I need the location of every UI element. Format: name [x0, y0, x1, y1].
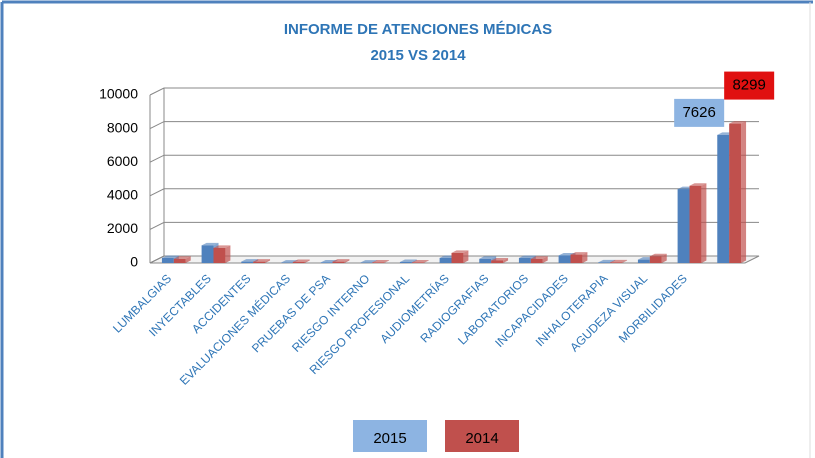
bar	[201, 245, 214, 263]
bar	[689, 185, 702, 263]
bar	[320, 262, 333, 263]
bar-side	[622, 259, 628, 263]
bar-top	[689, 183, 707, 186]
bar-top	[241, 259, 259, 262]
bar	[570, 254, 583, 263]
bar-side	[423, 259, 429, 263]
bar	[173, 258, 186, 263]
bar-top	[598, 259, 616, 263]
y-tick-label: 10000	[99, 86, 138, 102]
bar-top	[518, 255, 536, 258]
grid-line	[149, 87, 759, 96]
bar-side	[384, 259, 390, 263]
bar	[491, 260, 504, 263]
bar-side	[265, 259, 271, 263]
bar	[479, 258, 492, 263]
bar-side	[582, 252, 588, 263]
bar-side	[304, 259, 310, 263]
bar-top	[292, 259, 310, 262]
bar	[677, 189, 690, 263]
bar-top	[213, 245, 231, 248]
legend-label: 2014	[465, 430, 498, 447]
bar-top	[729, 121, 747, 124]
data-label-box	[724, 71, 775, 100]
bar-side	[741, 121, 747, 263]
bar-side	[185, 256, 191, 263]
bar-top	[173, 256, 191, 259]
data-label: 7626	[682, 104, 715, 121]
bar	[518, 257, 531, 263]
bar-side	[661, 253, 667, 263]
bar-side	[701, 183, 707, 263]
bar	[530, 258, 543, 263]
bar-top	[161, 255, 179, 258]
bar	[558, 255, 571, 263]
legend-box	[445, 420, 519, 452]
bar	[241, 261, 254, 263]
bar	[610, 262, 623, 263]
bar-side	[225, 245, 231, 263]
bar-top	[372, 259, 390, 263]
grid-line	[149, 221, 759, 230]
bar	[717, 134, 730, 263]
bar	[161, 257, 174, 263]
y-tick-label: 0	[130, 254, 138, 270]
bar	[253, 261, 266, 263]
chart-title: INFORME DE ATENCIONES MÉDICAS	[284, 21, 552, 38]
bar	[411, 262, 424, 263]
chart-subtitle: 2015 VS 2014	[370, 47, 466, 64]
bar-top	[399, 259, 417, 262]
bar	[598, 262, 611, 263]
bar	[399, 261, 412, 263]
grid-line	[149, 154, 759, 163]
bar	[372, 262, 385, 263]
bar-top	[332, 259, 350, 262]
bar-top	[411, 259, 429, 263]
bar-top	[649, 253, 667, 257]
bar-top	[491, 257, 509, 261]
bar-top	[360, 260, 378, 263]
bar-top	[530, 256, 548, 259]
grid-line	[149, 188, 759, 197]
bar-top	[451, 250, 469, 253]
data-label: 8299	[732, 77, 765, 94]
legend-label: 2015	[373, 430, 406, 447]
bar-top	[253, 259, 271, 262]
bar	[213, 247, 226, 263]
bar-top	[610, 259, 628, 263]
bar-side	[463, 250, 469, 263]
y-tick-label: 6000	[107, 153, 138, 169]
grid-line	[149, 121, 759, 130]
y-tick-label: 4000	[107, 187, 138, 203]
bar	[292, 261, 305, 263]
y-tick-label: 2000	[107, 220, 138, 236]
bar	[451, 252, 464, 263]
bar	[729, 123, 742, 263]
bar-side	[542, 256, 548, 263]
data-label-box	[674, 98, 725, 127]
bar	[649, 256, 662, 263]
y-tick-label: 8000	[107, 119, 138, 135]
bar	[332, 261, 345, 263]
bar-top	[570, 252, 588, 255]
bar-top	[201, 242, 219, 246]
bar-top	[479, 256, 497, 259]
bar	[439, 257, 452, 263]
bar-side	[503, 257, 509, 263]
bar	[637, 259, 650, 263]
bar-side	[344, 259, 350, 263]
legend-box	[353, 420, 427, 452]
